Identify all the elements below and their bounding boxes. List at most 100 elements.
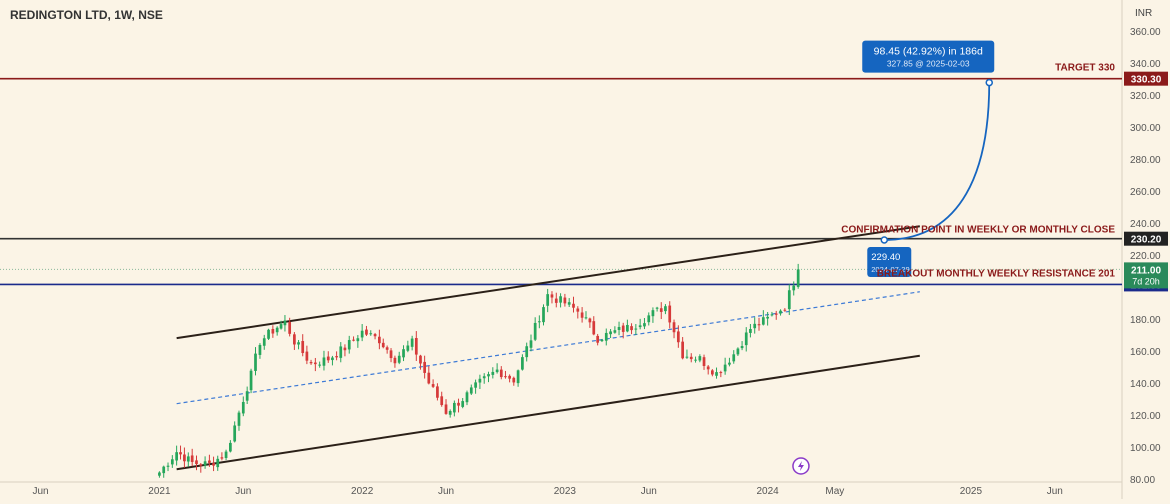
- candle-body: [469, 387, 473, 394]
- projection-end-label-box: [862, 40, 995, 73]
- candle-body: [195, 460, 198, 465]
- candle-body: [389, 350, 393, 359]
- candle-body: [237, 412, 241, 426]
- candle-body: [482, 376, 486, 379]
- candle-body: [378, 336, 381, 344]
- candle-body: [723, 364, 727, 372]
- candle-body: [719, 372, 723, 374]
- y-tick-label: 340.00: [1130, 59, 1161, 70]
- candle-body: [491, 371, 495, 375]
- x-tick-label: Jun: [438, 486, 454, 497]
- candle-body: [643, 323, 646, 327]
- candle-body: [179, 452, 182, 455]
- candle-body: [360, 330, 364, 338]
- candle-body: [369, 333, 373, 335]
- candle-body: [617, 326, 621, 330]
- y-tick-label: 140.00: [1130, 379, 1161, 390]
- candle-body: [233, 425, 237, 442]
- candle-body: [313, 362, 317, 365]
- candle-body: [584, 317, 588, 319]
- current-price-badge-text: 211.00: [1131, 265, 1161, 276]
- candle-body: [516, 370, 520, 384]
- candle-body: [655, 307, 659, 309]
- candle-body: [335, 356, 338, 358]
- candle-body: [659, 308, 663, 312]
- candle-body: [293, 334, 296, 345]
- candle-body: [419, 355, 422, 364]
- candle-body: [668, 305, 672, 323]
- candle-body: [753, 323, 757, 329]
- candle-body: [166, 465, 170, 467]
- candle-body: [736, 348, 740, 355]
- candle-body: [487, 374, 490, 377]
- candle-body: [744, 332, 748, 346]
- candle-body: [592, 321, 596, 335]
- current-price-badge-box: [1124, 262, 1168, 289]
- candle-body: [162, 466, 166, 474]
- candle-body: [288, 321, 292, 334]
- candle-body: [796, 269, 800, 287]
- candle-body: [792, 285, 796, 291]
- candle-body: [461, 401, 465, 407]
- projection-start-date: 2024-07-29: [871, 265, 909, 274]
- y-tick-label: 260.00: [1130, 187, 1161, 198]
- candle-body: [576, 308, 580, 312]
- candle-body: [508, 375, 511, 379]
- candle-body: [567, 302, 571, 305]
- candle-body: [254, 353, 257, 371]
- candle-body: [689, 356, 693, 360]
- candle-body: [572, 303, 575, 308]
- candle-body: [301, 341, 305, 354]
- candle-body: [224, 451, 228, 458]
- candle-body: [448, 410, 452, 415]
- candle-body: [588, 318, 592, 323]
- candle-body: [262, 338, 266, 346]
- candle-body: [393, 357, 397, 364]
- candle-body: [647, 315, 651, 323]
- candle-body: [220, 457, 224, 459]
- candle-body: [563, 297, 567, 304]
- candle-body: [770, 314, 774, 316]
- candle-body: [465, 392, 469, 403]
- candle-body: [385, 347, 389, 350]
- candle-body: [761, 317, 765, 325]
- candle-body: [529, 340, 533, 348]
- price-badge-text: 230.20: [1131, 235, 1162, 246]
- candle-body: [216, 458, 220, 468]
- candle-body: [427, 372, 431, 384]
- candle-body: [504, 376, 507, 378]
- candle-body: [397, 355, 401, 363]
- candle-body: [356, 338, 360, 342]
- projection-end-point: [985, 78, 993, 87]
- candle-body: [651, 310, 655, 317]
- candle-body: [190, 455, 194, 462]
- candle-body: [175, 452, 178, 461]
- candle-body: [297, 342, 300, 345]
- candle-body: [512, 377, 516, 383]
- price-badge-box: [1124, 231, 1168, 246]
- candle-body: [685, 356, 689, 358]
- y-tick-label: 320.00: [1130, 91, 1161, 102]
- candle-body: [554, 298, 558, 303]
- candle-body: [309, 361, 313, 364]
- level-annotation: TARGET 330: [1055, 63, 1115, 74]
- price-badge-box: [1124, 71, 1168, 86]
- candle-body: [365, 329, 368, 335]
- candle-body: [199, 464, 203, 466]
- candle-body: [212, 463, 215, 466]
- y-tick-label: 280.00: [1130, 155, 1161, 166]
- candle-body: [245, 391, 249, 401]
- x-tick-label: Jun: [641, 486, 657, 497]
- candle-body: [258, 344, 262, 355]
- y-tick-label: 360.00: [1130, 27, 1161, 38]
- channel-lower-line: [176, 354, 920, 471]
- candle-body: [229, 442, 232, 452]
- level-annotation: CONFIRMATION POINT IN WEEKLY OR MONTHLY …: [841, 225, 1115, 236]
- candle-body: [318, 364, 322, 366]
- candle-body: [676, 331, 680, 343]
- projection-start-value: 229.40: [871, 252, 900, 263]
- candle-body: [208, 460, 211, 463]
- candle-body: [698, 356, 702, 361]
- projection-end-change: 98.45 (42.92%) in 186d: [874, 46, 983, 58]
